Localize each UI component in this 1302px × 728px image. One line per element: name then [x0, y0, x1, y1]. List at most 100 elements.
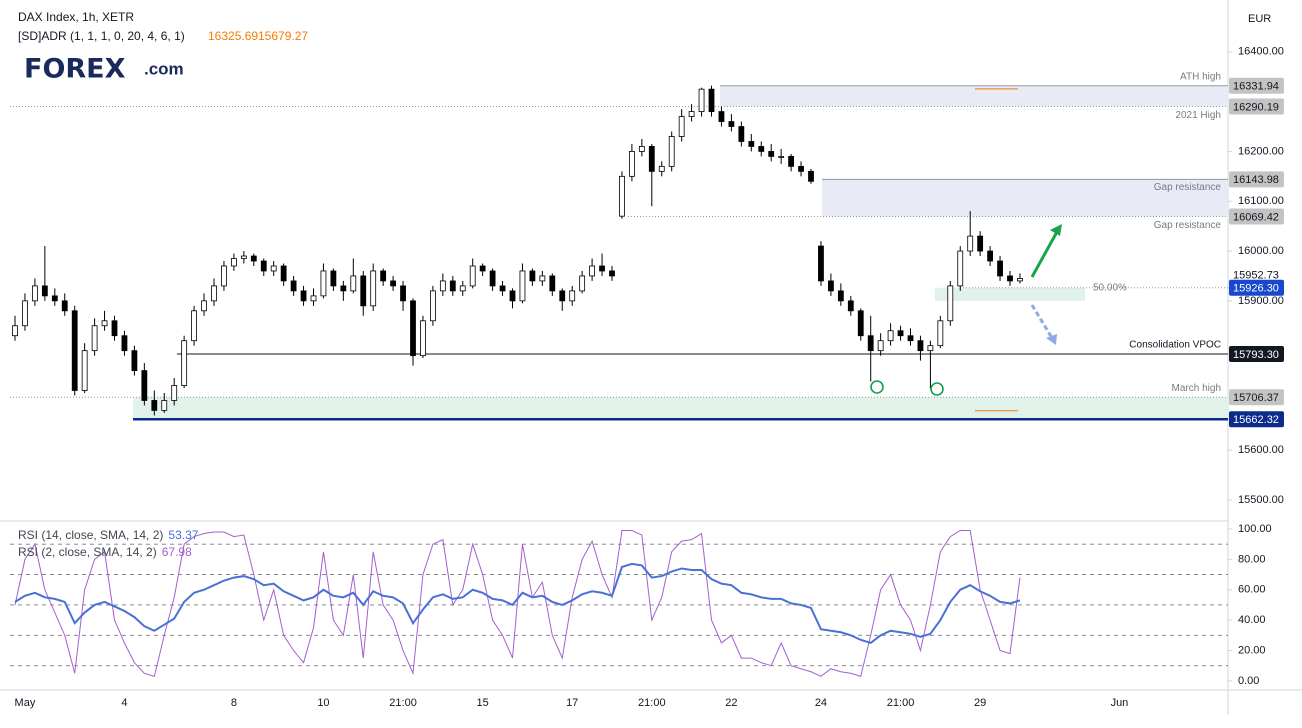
candle-body: [400, 285, 406, 302]
legend-name: RSI (2, close, SMA, 14, 2): [18, 545, 157, 559]
price-tag-label: 15706.37: [1233, 392, 1279, 404]
candle-body: [41, 285, 48, 297]
y-tick-label: 15600.00: [1238, 444, 1284, 456]
indicator-value: 15679.27: [258, 29, 308, 43]
rsi-line: [14, 530, 1021, 677]
y-tick-label: 80.00: [1238, 553, 1266, 565]
candle-body: [111, 320, 118, 337]
candle-body: [519, 270, 526, 302]
annotation: March high: [1172, 383, 1221, 394]
symbol-title: DAX Index, 1h, XETR: [18, 10, 134, 24]
price-tag: [1229, 98, 1284, 115]
x-tick-label: 21:00: [389, 697, 417, 709]
candle-body: [957, 250, 964, 287]
candle-body: [857, 310, 864, 337]
candle-body: [32, 285, 38, 302]
price-tag-label: 16331.94: [1233, 81, 1279, 93]
candle-body: [489, 270, 496, 287]
candle-body: [668, 136, 675, 167]
candle-body: [101, 320, 108, 327]
x-tick-label: 24: [815, 697, 827, 709]
candle-body: [240, 255, 247, 259]
price-tag: [1229, 171, 1284, 188]
candle-body: [509, 290, 516, 302]
candle-body: [340, 285, 347, 292]
candle-body: [837, 290, 844, 302]
candle-body: [688, 111, 695, 117]
candle-body: [270, 265, 277, 272]
up-arrow-head: [1050, 224, 1062, 236]
x-tick-label: 8: [231, 697, 237, 709]
y-tick-label: 100.00: [1238, 523, 1272, 535]
candle-body: [877, 340, 884, 352]
candle-body: [12, 325, 18, 337]
low-marker: [870, 380, 884, 394]
candle-body: [260, 260, 267, 272]
candle-body: [658, 165, 665, 172]
x-tick-label: 4: [121, 697, 127, 709]
y-tick-label: 40.00: [1238, 614, 1266, 626]
candle-body: [549, 275, 556, 292]
candle-body: [927, 345, 934, 352]
y-tick-label: 15500.00: [1238, 494, 1284, 506]
candle-body: [151, 400, 158, 411]
up-arrow: [1030, 229, 1060, 278]
candle-body: [459, 285, 466, 292]
candle-body: [648, 146, 655, 172]
candle-body: [539, 275, 546, 282]
candle-body: [429, 290, 436, 322]
candle-body: [230, 258, 237, 267]
candle-body: [609, 270, 615, 277]
candle-body: [290, 280, 297, 292]
low-marker: [930, 382, 944, 396]
candle-body: [867, 335, 874, 352]
candle-body: [310, 295, 317, 302]
annotation: 50.00%: [1093, 282, 1127, 293]
annotation: ATH high: [1180, 71, 1221, 82]
candle-body: [390, 280, 397, 287]
legend-name: RSI (14, close, SMA, 14, 2): [18, 528, 163, 542]
candle-body: [211, 285, 217, 302]
x-tick-label: 29: [974, 697, 986, 709]
candle-body: [330, 270, 337, 287]
candle-body: [808, 170, 814, 182]
candle-body: [131, 350, 138, 371]
candle-body: [201, 300, 207, 312]
candle-body: [768, 151, 775, 157]
zone: [822, 179, 1228, 217]
y-tick-label: 15900.00: [1238, 295, 1284, 307]
price-tag: [1229, 266, 1284, 283]
candle-body: [758, 146, 765, 152]
price-tag: [1229, 389, 1284, 406]
annotation: Gap resistance: [1154, 182, 1222, 193]
legend-value: 53.37: [168, 528, 198, 542]
candle-body: [718, 111, 725, 122]
candle-body: [320, 270, 327, 297]
candle-body: [828, 280, 834, 292]
price-tag-label: 15952.73: [1233, 269, 1279, 281]
candle-body: [370, 270, 377, 307]
x-tick-label: Jun: [1111, 697, 1129, 709]
candle-body: [171, 385, 178, 401]
candle-body: [1017, 278, 1023, 282]
candle-body: [728, 121, 735, 127]
annotation: Gap resistance: [1154, 220, 1222, 231]
candle-body: [987, 250, 993, 262]
candle-body: [410, 300, 416, 357]
candle-body: [579, 275, 586, 292]
zone: [935, 287, 1085, 301]
candle-body: [569, 290, 576, 302]
candle-body: [380, 270, 387, 282]
price-tag: [1229, 208, 1284, 225]
candle-body: [589, 265, 595, 277]
x-tick-label: 21:00: [638, 697, 666, 709]
candle-body: [638, 146, 645, 152]
price-tag: [1229, 279, 1284, 296]
x-tick-label: 22: [725, 697, 737, 709]
indicator-name: [SD]ADR (1, 1, 1, 0, 20, 4, 6, 1): [18, 29, 185, 43]
candle-body: [559, 290, 566, 302]
candle-body: [738, 126, 745, 142]
candle-body: [977, 235, 984, 252]
